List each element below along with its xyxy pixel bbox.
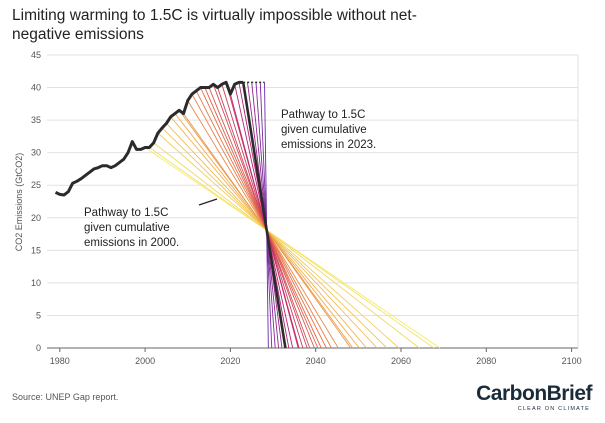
grid: 0 5 10 15 20 25 30 35 40 45 1980 2000 2020 2040 2060 20…	[31, 50, 582, 366]
annotation: emissions in 2023.	[281, 139, 376, 151]
y-tick-label: 35	[31, 115, 41, 125]
pathway-line	[161, 127, 388, 349]
y-tick-label: 0	[36, 343, 41, 353]
y-tick-label: 15	[31, 245, 41, 255]
x-tick-label: 2020	[220, 356, 240, 366]
pathway-line-highlight	[241, 82, 287, 349]
y-tick-label: 10	[31, 278, 41, 288]
pathway-line	[153, 142, 420, 349]
x-tick-label: 2100	[562, 356, 582, 366]
pathway-line	[157, 132, 400, 349]
y-tick-label: 30	[31, 148, 41, 158]
y-axis-label: CO2 Emissions (GtCO2)	[14, 153, 24, 252]
x-tick-label: 1980	[50, 356, 70, 366]
annotation: Pathway to 1.5C	[281, 109, 365, 121]
x-tick-label: 2000	[135, 356, 155, 366]
y-tick-label: 25	[31, 180, 41, 190]
annotations: Pathway to 1.5C given cumulative emissions…	[84, 109, 376, 249]
annotation: given cumulative	[281, 124, 367, 136]
logo-tagline: CLEAR ON CLIMATE	[518, 406, 590, 412]
y-tick-label: 20	[31, 213, 41, 223]
annotation: given cumulative	[84, 222, 170, 234]
pathway-line	[149, 147, 435, 349]
annotation: Pathway to 1.5C	[84, 207, 168, 219]
pathway-line	[221, 84, 304, 349]
logo: CarbonBrief	[476, 382, 593, 405]
pathway-line	[264, 82, 269, 349]
chart-title: Limiting warming to 1.5C is virtually im…	[12, 7, 417, 24]
annotation-pointer	[198, 198, 218, 206]
chart-title: negative emissions	[12, 26, 144, 43]
pathway-line	[144, 147, 441, 349]
x-tick-label: 2060	[391, 356, 411, 366]
x-tick-label: 2040	[306, 356, 326, 366]
pathway-line	[217, 87, 308, 349]
y-tick-label: 5	[36, 310, 41, 320]
x-tick-label: 2080	[476, 356, 496, 366]
y-tick-label: 45	[31, 50, 41, 60]
plot	[54, 80, 441, 349]
history-line	[54, 80, 244, 197]
source: Source: UNEP Gap report.	[12, 392, 118, 402]
y-tick-label: 40	[31, 83, 41, 93]
annotation: emissions in 2000.	[84, 237, 179, 249]
